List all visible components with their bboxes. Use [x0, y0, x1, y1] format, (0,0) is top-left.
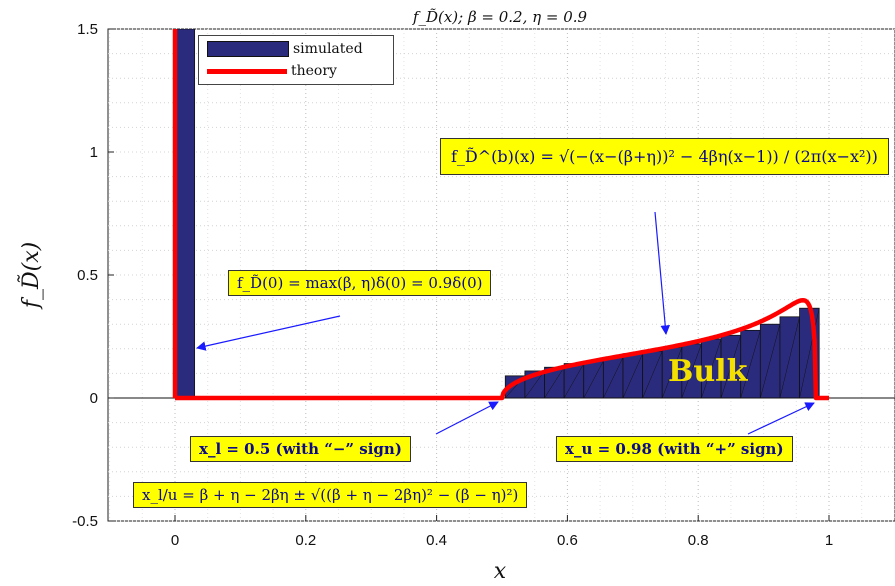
xu-label-box: x_u = 0.98 (with “+” sign): [556, 436, 793, 462]
xlu-formula-box: x_l/u = β + η − 2βη ± √((β + η − 2βη)² −…: [133, 482, 528, 508]
y-tick-label: 0.5: [77, 267, 98, 284]
chart-title: f_D̃(x); β = 0.2, η = 0.9: [412, 8, 588, 26]
x-tick-label: 1: [825, 532, 833, 549]
bar-hatch: [740, 330, 761, 399]
x-tick-label: 0.4: [426, 532, 447, 549]
x-tick-label: 0.2: [295, 532, 316, 549]
bar-hatch: [524, 370, 545, 399]
legend-label-theory: theory: [291, 63, 337, 79]
bar-hatch: [544, 367, 565, 399]
spike-arrow: [196, 315, 341, 351]
histogram-bar: [174, 29, 196, 399]
bar-hatch: [720, 335, 741, 399]
y-tick-label: 1.5: [77, 21, 98, 38]
bar-hatch: [642, 351, 663, 399]
legend: simulated theory: [198, 35, 394, 85]
y-axis-label: f_D̃(x): [18, 242, 44, 310]
bar-hatch: [603, 357, 624, 399]
xu-arrow: [747, 402, 815, 435]
bar-hatch: [681, 343, 702, 399]
simulated-swatch: [207, 41, 289, 57]
theory-swatch: [207, 68, 287, 74]
xl-arrow: [435, 401, 499, 435]
x-tick-label: 0.6: [557, 532, 578, 549]
bar-hatch: [563, 363, 584, 399]
bulk-label: Bulk: [668, 354, 748, 389]
legend-item-simulated: simulated: [207, 40, 363, 58]
bar-hatch: [779, 316, 800, 399]
bar-hatch: [760, 324, 781, 399]
spike-formula-box: f_D̃(0) = max(β, η)δ(0) = 0.9δ(0): [228, 270, 492, 296]
density-formula-box: f_D̃^(b)(x) = √(−(x−(β+η))² − 4βη(x−1)) …: [440, 138, 889, 175]
density-arrow: [654, 211, 671, 335]
bar-hatch: [583, 360, 604, 399]
bar-hatch: [799, 308, 820, 399]
bar-hatch: [701, 338, 722, 399]
y-tick-label: 0: [90, 390, 98, 407]
x-axis-label: x: [494, 559, 507, 584]
theory-curve: [175, 297, 829, 401]
legend-label-simulated: simulated: [293, 41, 363, 57]
bar-hatch: [661, 347, 683, 399]
y-tick-label: -0.5: [72, 513, 98, 530]
x-tick-label: 0: [171, 532, 179, 549]
x-tick-label: 0.8: [688, 532, 709, 549]
axis-ticks: 0 0.2 0.4 0.6 0.8 1 -0.5 0 0.5 1 1.5: [72, 21, 833, 549]
xl-label-box: x_l = 0.5 (with “−” sign): [190, 436, 411, 462]
legend-item-theory: theory: [207, 62, 337, 80]
bar-hatch: [622, 353, 643, 399]
y-tick-label: 1: [90, 144, 98, 161]
